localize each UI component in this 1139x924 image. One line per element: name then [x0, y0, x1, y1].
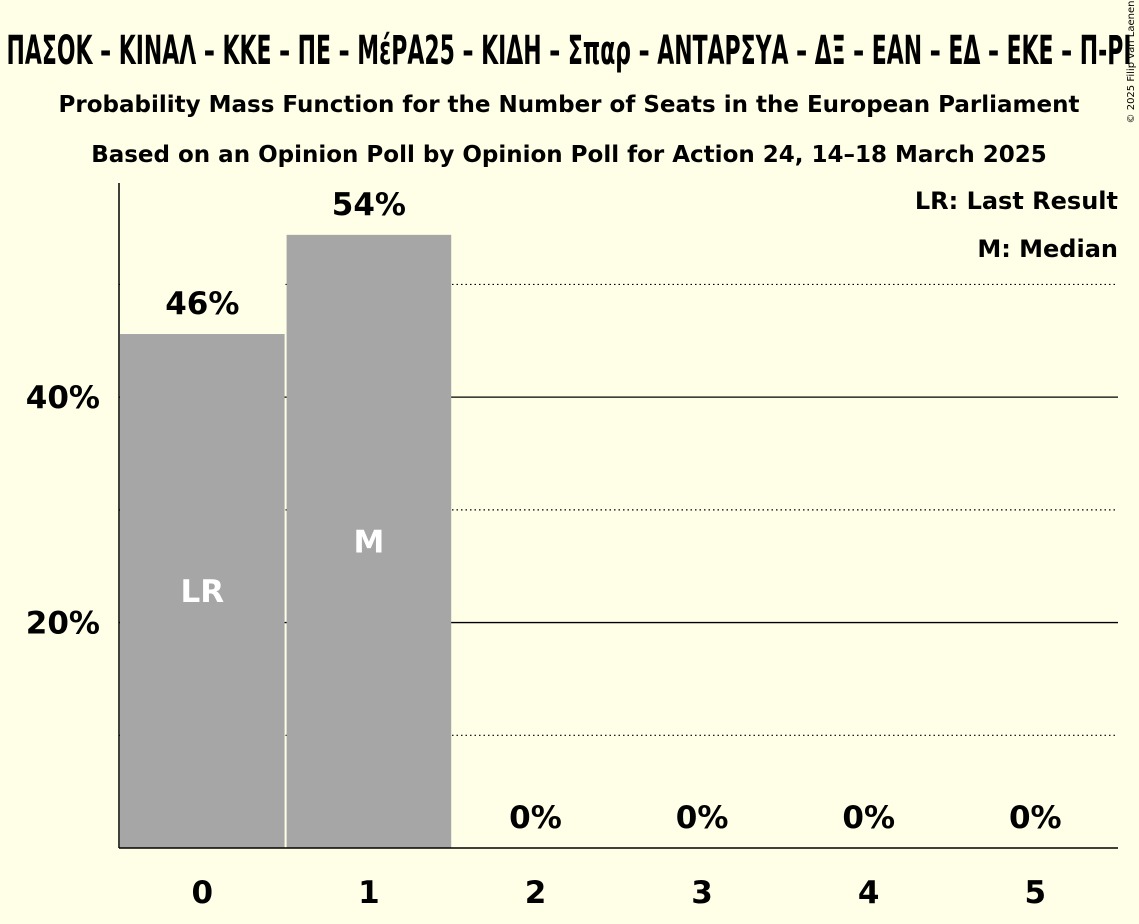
x-tick-label-1: 1	[358, 875, 380, 911]
bar-value-label-4: 0%	[842, 800, 895, 836]
bar-marker-LR: LR	[180, 574, 224, 610]
x-tick-label-5: 5	[1025, 875, 1047, 911]
axes	[118, 183, 1118, 849]
bar-label-backdrop-1	[286, 179, 452, 235]
bar-value-label-0: 46%	[165, 286, 239, 322]
y-tick-label-1: 40%	[26, 380, 100, 416]
bar-value-label-2: 0%	[509, 800, 562, 836]
bar-slot-5	[952, 173, 1119, 848]
copyright-notice: © 2025 Filip van Laenen	[1126, 1, 1137, 124]
bars	[120, 173, 1119, 848]
bar-value-label-1: 54%	[332, 187, 406, 223]
chart-subtitle-source: Based on an Opinion Poll by Opinion Poll…	[91, 142, 1047, 168]
legend: LR: Last Result M: Median	[915, 187, 1118, 263]
bar-1	[286, 234, 452, 848]
chart-title: ΠΑΣΟΚ – ΚΙΝΑΛ – ΚΚΕ – ΠΕ – ΜέΡΑ25 – ΚΙΔΗ…	[7, 28, 1132, 74]
bar-slot-4	[785, 173, 952, 848]
bar-value-label-5: 0%	[1009, 800, 1062, 836]
chart-subtitle: Probability Mass Function for the Number…	[59, 92, 1080, 118]
x-tick-label-4: 4	[858, 875, 880, 911]
bar-slot-3	[619, 173, 786, 848]
legend-median: M: Median	[977, 235, 1118, 263]
x-tick-label-0: 0	[192, 875, 214, 911]
gridlines	[119, 283, 1118, 736]
x-tick-label-2: 2	[525, 875, 547, 911]
bar-marker-M: M	[353, 524, 384, 560]
legend-last-result: LR: Last Result	[915, 187, 1118, 215]
bar-0	[120, 334, 285, 848]
y-tick-label-0: 20%	[26, 606, 100, 642]
bar-label-backdrop-0	[120, 279, 285, 335]
bar-value-label-3: 0%	[676, 800, 729, 836]
bar-slot-2	[452, 173, 619, 848]
x-tick-label-3: 3	[691, 875, 713, 911]
